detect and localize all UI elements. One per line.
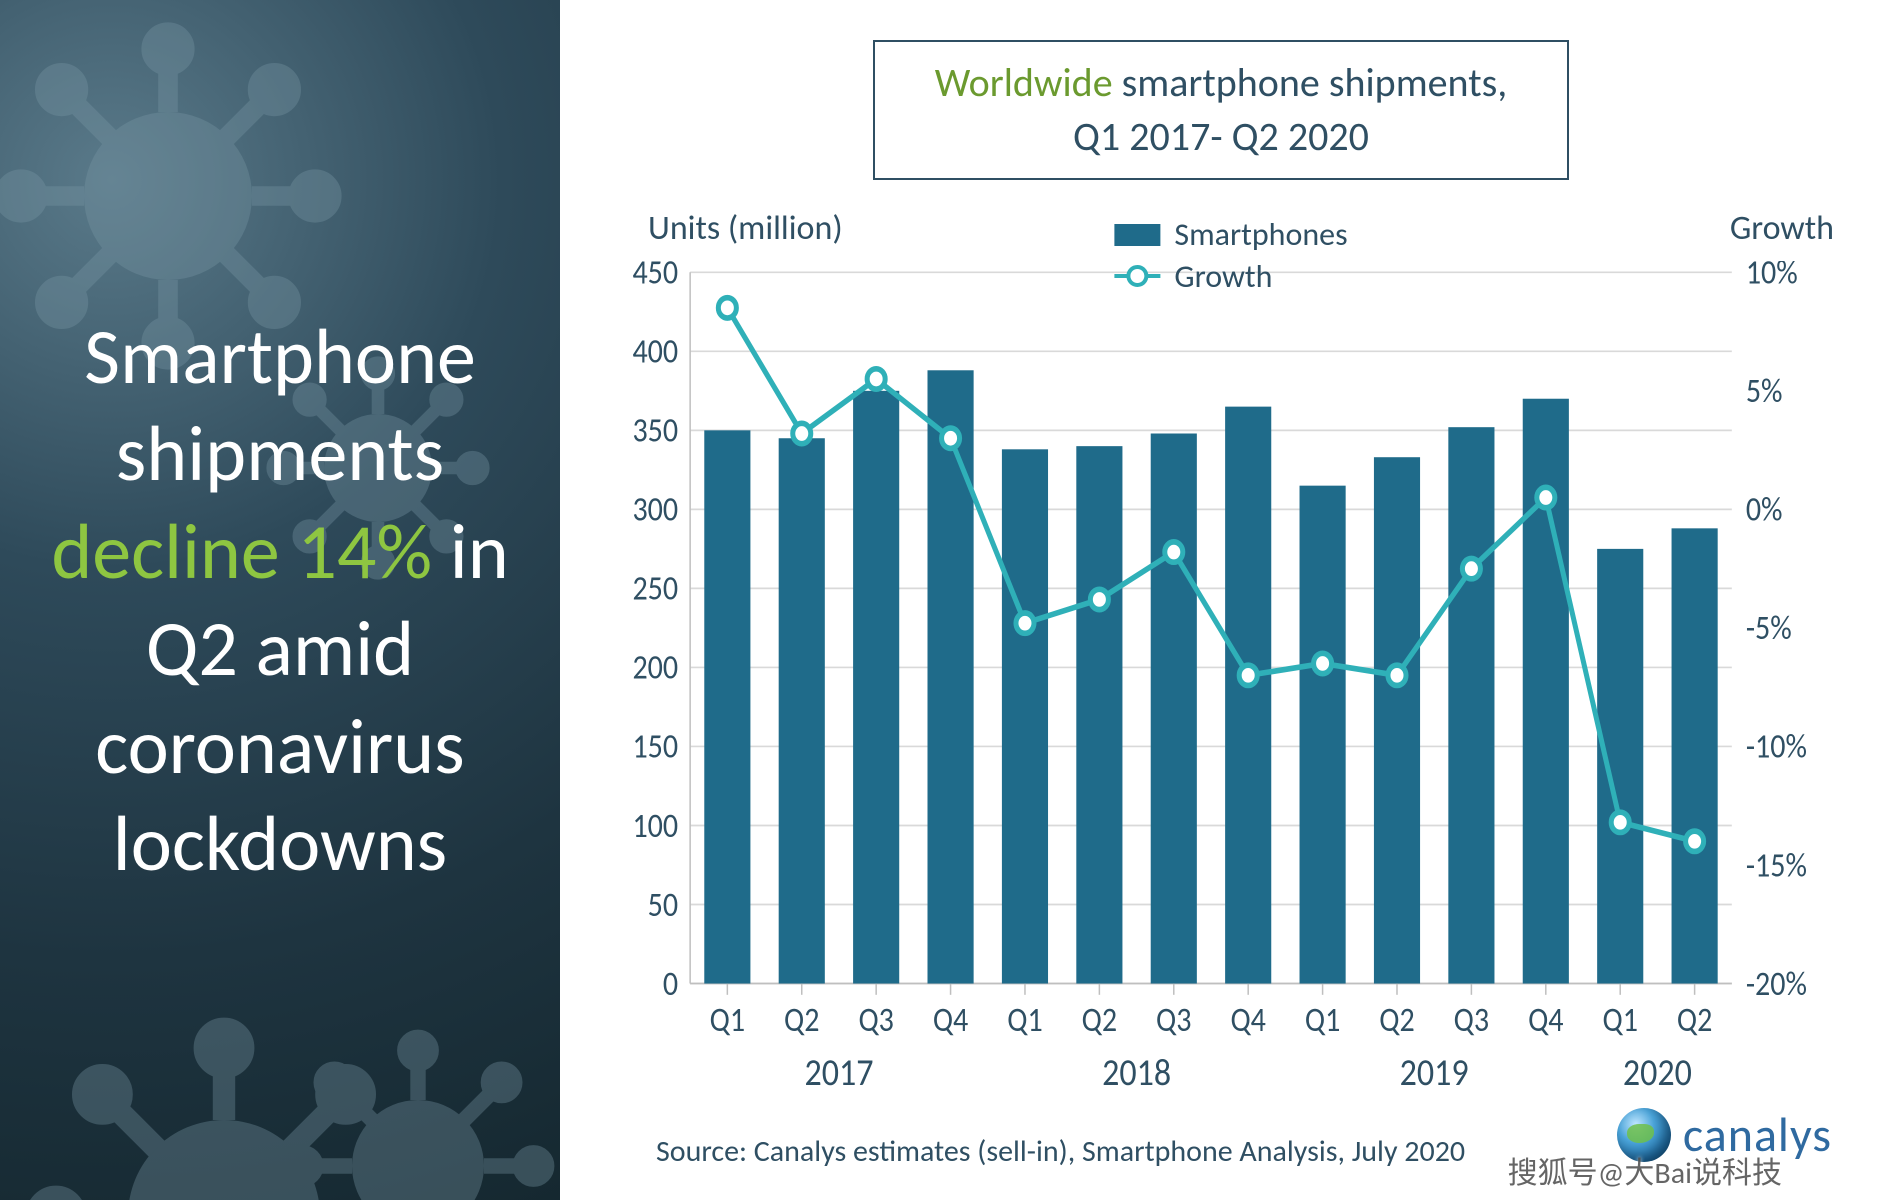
legend: Smartphones Growth (1104, 210, 1357, 301)
svg-text:0: 0 (663, 963, 678, 1004)
svg-text:2020: 2020 (1623, 1048, 1692, 1096)
growth-marker (718, 298, 736, 318)
svg-text:100: 100 (632, 805, 678, 846)
svg-text:300: 300 (632, 489, 678, 530)
svg-text:250: 250 (632, 568, 678, 609)
growth-marker (1165, 542, 1183, 562)
svg-text:-5%: -5% (1746, 607, 1792, 648)
svg-text:-10%: -10% (1746, 726, 1807, 767)
growth-marker (942, 428, 960, 448)
growth-marker (1314, 653, 1332, 673)
growth-marker (1388, 665, 1406, 685)
legend-line-swatch (1114, 265, 1160, 287)
left-axis-title: Units (million) (648, 208, 843, 249)
bar (704, 430, 750, 983)
bar (1151, 434, 1197, 984)
svg-text:-20%: -20% (1746, 963, 1807, 1004)
svg-text:Q2: Q2 (1379, 999, 1414, 1040)
svg-text:2017: 2017 (804, 1048, 873, 1096)
svg-text:Q1: Q1 (1602, 999, 1637, 1040)
svg-text:Q4: Q4 (933, 999, 968, 1040)
growth-marker (1090, 589, 1108, 609)
chart-title-line1: Worldwide smartphone shipments, (935, 56, 1507, 110)
right-axis-title: Growth (1730, 208, 1834, 249)
chart-title: Worldwide smartphone shipments, Q1 2017-… (873, 40, 1569, 180)
bar (1448, 427, 1494, 983)
growth-marker (1611, 812, 1629, 832)
growth-marker (1537, 487, 1555, 507)
growth-marker (867, 369, 885, 389)
svg-text:10%: 10% (1746, 261, 1798, 293)
left-headline-panel: Smartphone shipments decline 14% in Q2 a… (0, 0, 560, 1200)
watermark-text: 搜狐号@大Bai说科技 (1508, 1148, 1782, 1192)
growth-marker (793, 423, 811, 443)
svg-text:Q1: Q1 (1007, 999, 1042, 1040)
svg-text:400: 400 (632, 331, 678, 372)
svg-text:150: 150 (632, 726, 678, 767)
svg-text:350: 350 (632, 410, 678, 451)
svg-text:Q2: Q2 (1677, 999, 1712, 1040)
svg-text:2019: 2019 (1400, 1048, 1469, 1096)
bar (779, 438, 825, 983)
bar (1002, 449, 1048, 983)
legend-bar-label: Smartphones (1174, 214, 1347, 256)
svg-text:Q2: Q2 (784, 999, 819, 1040)
bar (1374, 457, 1420, 983)
growth-marker (1686, 831, 1704, 851)
svg-text:0%: 0% (1746, 489, 1783, 530)
bar (1672, 528, 1718, 983)
growth-marker (1016, 613, 1034, 633)
svg-text:Q1: Q1 (710, 999, 745, 1040)
chart-title-line2: Q1 2017- Q2 2020 (935, 110, 1507, 164)
svg-text:Q3: Q3 (1454, 999, 1489, 1040)
bar (1300, 486, 1346, 984)
svg-text:200: 200 (632, 647, 678, 688)
chart-svg: 0 50 100 150 200 250 300 350 400 450 -20% -15% -10% -… (600, 261, 1842, 1119)
bar (853, 391, 899, 984)
bar (927, 370, 973, 983)
svg-text:-15%: -15% (1746, 845, 1807, 886)
svg-text:Q4: Q4 (1230, 999, 1265, 1040)
svg-text:5%: 5% (1746, 370, 1783, 411)
svg-text:Q1: Q1 (1305, 999, 1340, 1040)
svg-text:Q3: Q3 (1156, 999, 1191, 1040)
legend-line-label: Growth (1174, 256, 1272, 298)
headline-text: Smartphone shipments decline 14% in Q2 a… (30, 308, 530, 893)
chart-area: 0 50 100 150 200 250 300 350 400 450 -20% -15% -10% -… (600, 261, 1842, 1119)
svg-text:2018: 2018 (1102, 1048, 1171, 1096)
growth-marker (1239, 665, 1257, 685)
bar (1597, 549, 1643, 984)
svg-text:Q2: Q2 (1082, 999, 1117, 1040)
chart-panel: Worldwide smartphone shipments, Q1 2017-… (560, 0, 1902, 1200)
legend-bar-swatch (1114, 224, 1160, 246)
bar (1225, 407, 1271, 984)
svg-text:Q3: Q3 (858, 999, 893, 1040)
growth-marker (1462, 558, 1480, 578)
svg-text:Q4: Q4 (1528, 999, 1563, 1040)
bar (1076, 446, 1122, 983)
svg-text:50: 50 (648, 884, 678, 925)
svg-text:450: 450 (632, 261, 678, 293)
